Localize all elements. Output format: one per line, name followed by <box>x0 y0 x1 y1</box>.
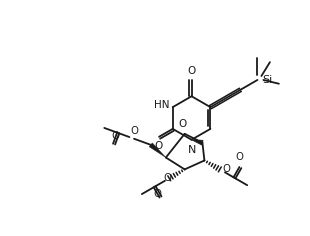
Text: O: O <box>130 126 138 136</box>
Text: O: O <box>223 164 231 174</box>
Text: O: O <box>235 152 243 162</box>
Text: Si: Si <box>262 75 273 85</box>
Text: O: O <box>154 141 162 151</box>
Polygon shape <box>192 140 203 145</box>
Text: N: N <box>188 145 197 155</box>
Text: O: O <box>179 119 187 129</box>
Text: O: O <box>111 131 119 140</box>
Text: HN: HN <box>154 100 170 110</box>
Polygon shape <box>149 143 166 157</box>
Text: O: O <box>153 190 162 199</box>
Text: O: O <box>188 66 196 76</box>
Text: O: O <box>163 173 171 183</box>
